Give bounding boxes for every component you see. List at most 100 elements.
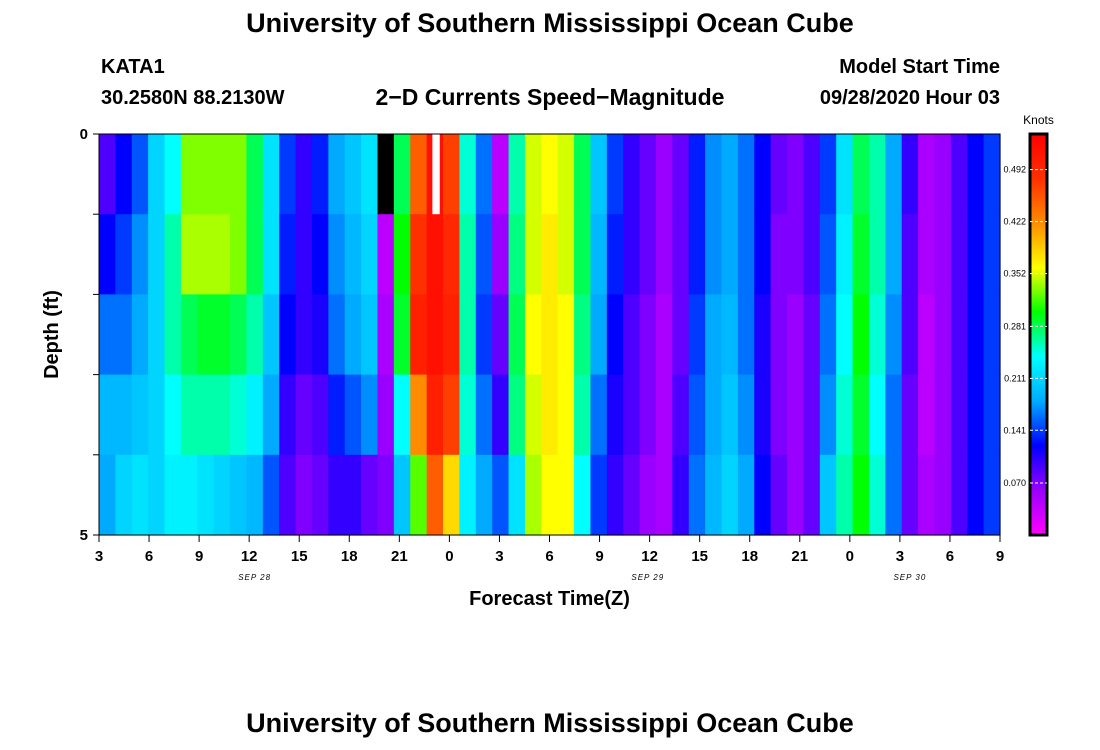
model-start-value: 09/28/2020 Hour 03 bbox=[819, 87, 1000, 109]
x-tick-label: 21 bbox=[391, 548, 408, 565]
heatmap-cell bbox=[574, 454, 592, 536]
heatmap-cell bbox=[950, 294, 968, 376]
heatmap-cell bbox=[590, 294, 608, 376]
x-axis: 3 6 9 12 15 18 21 0 3 6 9 12 15 18 21 0 3 6 9 SEP 28 SEP 29 S… bbox=[95, 535, 1004, 610]
heatmap-cell bbox=[754, 454, 772, 536]
heatmap-cell bbox=[115, 214, 133, 295]
heatmap-cell bbox=[99, 294, 116, 376]
heatmap-cell bbox=[164, 374, 182, 456]
heatmap-cell bbox=[459, 294, 477, 376]
heatmap-cell bbox=[770, 294, 788, 376]
heatmap-cell bbox=[819, 294, 837, 376]
heatmap-cell bbox=[590, 454, 608, 536]
heatmap-cell bbox=[475, 294, 493, 376]
heatmap-cell bbox=[672, 454, 690, 536]
colorbar-tick-label: 0.492 bbox=[1003, 165, 1026, 175]
heatmap-cell bbox=[983, 134, 1001, 215]
heatmap-cell bbox=[197, 294, 215, 376]
heatmap-cell bbox=[393, 294, 411, 376]
heatmap-cell bbox=[737, 134, 755, 215]
heatmap-cell bbox=[393, 214, 411, 295]
heatmap-cell bbox=[574, 134, 592, 215]
heatmap-cell bbox=[361, 374, 379, 456]
heatmap-cell bbox=[279, 454, 297, 536]
heatmap-cell bbox=[180, 294, 198, 376]
heatmap-cell bbox=[655, 294, 673, 376]
heatmap-cell bbox=[836, 454, 854, 536]
heatmap-cell bbox=[852, 294, 870, 376]
heatmap-cell bbox=[279, 134, 297, 215]
heatmap-cell bbox=[279, 214, 297, 295]
heatmap-cell bbox=[934, 294, 952, 376]
heatmap-cell bbox=[432, 134, 440, 215]
colorbar-tick-label: 0.281 bbox=[1003, 321, 1026, 331]
heatmap-cell bbox=[393, 454, 411, 536]
heatmap-cell bbox=[852, 454, 870, 536]
x-tick-label: 3 bbox=[95, 548, 103, 565]
heatmap-cell bbox=[868, 374, 886, 456]
heatmap-cell bbox=[377, 454, 395, 536]
heatmap-cell bbox=[262, 134, 280, 215]
heatmap-cell bbox=[836, 374, 854, 456]
heatmap-cell bbox=[655, 134, 673, 215]
heatmap-cell bbox=[295, 294, 313, 376]
heatmap-cell bbox=[131, 294, 149, 376]
heatmap-cell bbox=[148, 294, 166, 376]
heatmap-cell bbox=[361, 134, 379, 215]
heatmap-cell bbox=[197, 134, 215, 215]
heatmap-cell bbox=[901, 294, 919, 376]
heatmap-cell bbox=[672, 214, 690, 295]
x-tick-label: 9 bbox=[195, 548, 203, 565]
heatmap-cell bbox=[737, 374, 755, 456]
heatmap-cell bbox=[230, 294, 248, 376]
heatmap-cell bbox=[639, 294, 657, 376]
heatmap-cell bbox=[901, 374, 919, 456]
x-tick-label: 18 bbox=[341, 548, 358, 565]
heatmap-cell bbox=[934, 454, 952, 536]
heatmap-cell bbox=[950, 134, 968, 215]
heatmap-cell bbox=[639, 454, 657, 536]
heatmap-cell bbox=[328, 214, 346, 295]
heatmap-cell bbox=[508, 134, 526, 215]
heatmap-cell bbox=[131, 134, 149, 215]
heatmap-cell bbox=[475, 374, 493, 456]
heatmap-cell bbox=[819, 134, 837, 215]
heatmap-cell bbox=[819, 374, 837, 456]
colorbar: Knots 0.492 0.422 0.352 0.281 0.211 0.141 0.070 bbox=[1003, 113, 1054, 537]
heatmap-cell bbox=[967, 454, 985, 536]
heatmap-cell bbox=[721, 374, 739, 456]
heatmap-cell bbox=[574, 374, 592, 456]
heatmap-cell bbox=[524, 214, 542, 295]
heatmap-cell bbox=[737, 294, 755, 376]
heatmap-cell bbox=[328, 134, 346, 215]
heatmap-cell bbox=[295, 214, 313, 295]
heatmap-cell bbox=[606, 374, 624, 456]
heatmap-cell bbox=[934, 134, 952, 215]
heatmap-cell bbox=[770, 374, 788, 456]
heatmap-cell bbox=[705, 454, 723, 536]
heatmap-cell bbox=[967, 214, 985, 295]
heatmap-cell bbox=[508, 454, 526, 536]
heatmap-cell bbox=[410, 374, 428, 456]
x-tick-label: 12 bbox=[241, 548, 258, 565]
heatmap-cell bbox=[557, 214, 575, 295]
heatmap-cell bbox=[901, 214, 919, 295]
heatmap-cell bbox=[623, 214, 641, 295]
heatmap-cell bbox=[508, 214, 526, 295]
heatmap-cell bbox=[623, 134, 641, 215]
heatmap-cell bbox=[918, 214, 936, 295]
heatmap-cell bbox=[967, 374, 985, 456]
heatmap-cell bbox=[672, 374, 690, 456]
heatmap-cell bbox=[574, 294, 592, 376]
heatmap-cell bbox=[426, 374, 444, 456]
heatmap-cell bbox=[623, 374, 641, 456]
heatmap-cell bbox=[787, 294, 805, 376]
heatmap-cell bbox=[508, 294, 526, 376]
heatmap-cell bbox=[361, 294, 379, 376]
heatmap-cell bbox=[492, 134, 510, 215]
heatmap-cell bbox=[590, 214, 608, 295]
heatmap-cell bbox=[803, 374, 821, 456]
heatmap-cell bbox=[459, 214, 477, 295]
heatmap-cell bbox=[443, 374, 460, 456]
heatmap-cell bbox=[295, 374, 313, 456]
